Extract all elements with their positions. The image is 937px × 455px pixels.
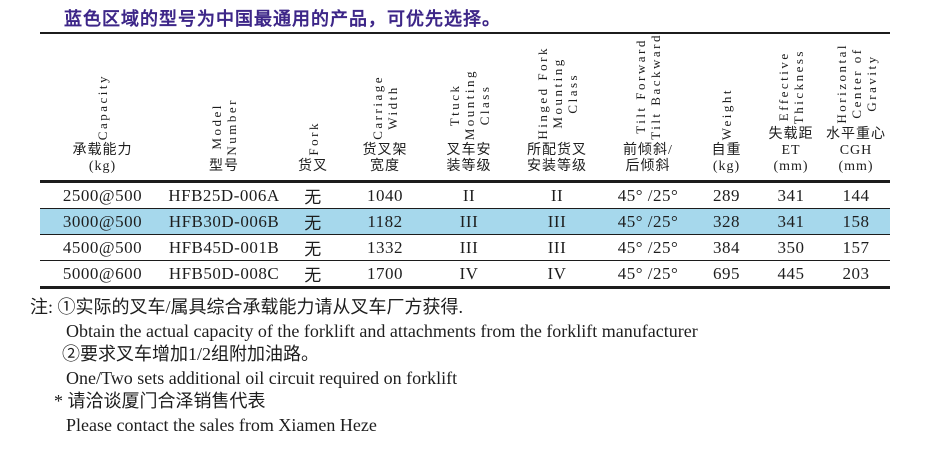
cell-hinged-fork-mounting-class: III bbox=[547, 237, 567, 257]
col-header-carriage-width-en: Carriage Width bbox=[370, 75, 400, 140]
col-header-truck-mounting-class-cn: 叉车安 装等级 bbox=[446, 143, 492, 174]
footnote-2-cn: ②要求叉车增加1/2组附加油路。 bbox=[62, 344, 319, 364]
cell-fork: 无 bbox=[304, 266, 322, 285]
col-header-weight: Weight 自重 (kg) bbox=[693, 33, 760, 182]
footnote-3-en: Please contact the sales from Xiamen Hez… bbox=[66, 414, 377, 435]
col-header-capacity-en: Capacity bbox=[95, 73, 110, 140]
cell-model-number: HFB30D-006B bbox=[168, 211, 280, 231]
cell-truck-mounting-class: III bbox=[459, 237, 479, 257]
cell-capacity: 2500@500 bbox=[62, 185, 143, 205]
col-header-capacity: Capacity 承载能力 (kg) bbox=[40, 33, 165, 182]
col-header-horizontal-center-of-gravity-cn: 水平重心 CGH (mm) bbox=[826, 127, 886, 174]
cell-fork: 无 bbox=[304, 188, 322, 207]
col-header-fork: Fork 货叉 bbox=[283, 33, 343, 182]
col-header-effective-thickness-cn: 失载距 ET (mm) bbox=[768, 127, 814, 174]
cell-fork: 无 bbox=[304, 214, 322, 233]
col-header-fork-cn: 货叉 bbox=[298, 159, 328, 174]
col-header-horizontal-center-of-gravity: Horizontal Center of Gravity 水平重心 CGH (mm) bbox=[822, 33, 890, 182]
cell-tilt: 45° /25° bbox=[617, 211, 679, 231]
spec-table: Capacity 承载能力 (kg) Model Number 型号 Fork 货叉… bbox=[40, 32, 890, 289]
cell-capacity: 3000@500 bbox=[62, 211, 143, 231]
cell-model-number: HFB25D-006A bbox=[168, 185, 280, 205]
footnote-1-cn: 注: ①实际的叉车/属具综合承载能力请从叉车厂方获得. bbox=[30, 297, 463, 317]
cell-hinged-fork-mounting-class: III bbox=[547, 211, 567, 231]
cell-carriage-width: 1182 bbox=[367, 211, 403, 231]
page-title: 蓝色区域的型号为中国最通用的产品，可优先选择。 bbox=[64, 9, 501, 29]
table-row: 4500@500 HFB45D-001B 无 1332 III III 45° … bbox=[40, 234, 890, 261]
cell-fork: 无 bbox=[304, 240, 322, 259]
col-header-carriage-width-cn: 货叉架 宽度 bbox=[362, 143, 408, 174]
cell-horizontal-center-of-gravity: 158 bbox=[842, 211, 870, 231]
col-header-hinged-fork-mounting-class-cn: 所配货叉 安装等级 bbox=[527, 143, 587, 174]
col-header-tilt: Tilt Forward Tilt Backward 前倾斜/后倾斜 bbox=[603, 33, 693, 182]
cell-weight: 289 bbox=[713, 185, 740, 205]
col-header-effective-thickness: Effective Thickness 失载距 ET (mm) bbox=[760, 33, 822, 182]
cell-effective-thickness: 445 bbox=[777, 263, 805, 283]
col-header-hinged-fork-mounting-class: Hinged Fork Mounting Class 所配货叉 安装等级 bbox=[511, 33, 603, 182]
cell-hinged-fork-mounting-class: IV bbox=[547, 263, 567, 283]
cell-weight: 328 bbox=[713, 211, 740, 231]
cell-tilt: 45° /25° bbox=[617, 237, 679, 257]
col-header-tilt-cn: 前倾斜/后倾斜 bbox=[623, 143, 673, 174]
col-header-model-number-en: Model Number bbox=[209, 98, 239, 156]
cell-capacity: 5000@600 bbox=[62, 263, 143, 283]
col-header-horizontal-center-of-gravity-en: Horizontal Center of Gravity bbox=[833, 43, 879, 124]
cell-carriage-width: 1700 bbox=[367, 263, 403, 283]
footnote-3-cn: * 请洽谈厦门合泽销售代表 bbox=[54, 391, 266, 411]
footnotes: 注: ①实际的叉车/属具综合承载能力请从叉车厂方获得. Obtain the a… bbox=[0, 296, 937, 437]
cell-effective-thickness: 350 bbox=[777, 237, 805, 257]
cell-truck-mounting-class: II bbox=[462, 185, 476, 205]
footnote-2-en: One/Two sets additional oil circuit requ… bbox=[66, 367, 458, 388]
col-header-truck-mounting-class: Ttuck Mounting Class 叉车安 装等级 bbox=[427, 33, 511, 182]
cell-carriage-width: 1040 bbox=[367, 185, 403, 205]
table-header: Capacity 承载能力 (kg) Model Number 型号 Fork 货叉… bbox=[40, 33, 890, 182]
col-header-model-number: Model Number 型号 bbox=[165, 33, 283, 182]
footnote-1-en: Obtain the actual capacity of the forkli… bbox=[66, 320, 698, 341]
col-header-weight-cn: 自重 (kg) bbox=[711, 143, 742, 174]
cell-carriage-width: 1332 bbox=[367, 237, 403, 257]
table-row: 2500@500 HFB25D-006A 无 1040 II II 45° /2… bbox=[40, 182, 890, 209]
col-header-capacity-cn: 承载能力 (kg) bbox=[72, 143, 133, 174]
table-row: 5000@600 HFB50D-008C 无 1700 IV IV 45° /2… bbox=[40, 260, 890, 288]
cell-capacity: 4500@500 bbox=[62, 237, 143, 257]
col-header-effective-thickness-en: Effective Thickness bbox=[776, 48, 806, 124]
cell-tilt: 45° /25° bbox=[617, 263, 679, 283]
cell-weight: 384 bbox=[713, 237, 740, 257]
col-header-truck-mounting-class-en: Ttuck Mounting Class bbox=[446, 68, 492, 140]
cell-horizontal-center-of-gravity: 157 bbox=[842, 237, 870, 257]
cell-hinged-fork-mounting-class: II bbox=[550, 185, 564, 205]
col-header-hinged-fork-mounting-class-en: Hinged Fork Mounting Class bbox=[534, 46, 580, 140]
cell-horizontal-center-of-gravity: 203 bbox=[842, 263, 870, 283]
col-header-model-number-cn: 型号 bbox=[209, 159, 239, 174]
col-header-fork-en: Fork bbox=[305, 121, 321, 156]
cell-model-number: HFB45D-001B bbox=[168, 237, 280, 257]
col-header-tilt-en: Tilt Forward Tilt Backward bbox=[633, 33, 663, 140]
cell-truck-mounting-class: III bbox=[459, 211, 479, 231]
cell-horizontal-center-of-gravity: 144 bbox=[842, 185, 870, 205]
col-header-carriage-width: Carriage Width 货叉架 宽度 bbox=[343, 33, 427, 182]
cell-tilt: 45° /25° bbox=[617, 185, 679, 205]
cell-model-number: HFB50D-008C bbox=[168, 263, 280, 283]
cell-truck-mounting-class: IV bbox=[459, 263, 479, 283]
cell-weight: 695 bbox=[713, 263, 740, 283]
table-row-highlighted: 3000@500 HFB30D-006B 无 1182 III III 45° … bbox=[40, 208, 890, 235]
col-header-weight-en: Weight bbox=[719, 87, 734, 140]
cell-effective-thickness: 341 bbox=[777, 211, 805, 231]
cell-effective-thickness: 341 bbox=[777, 185, 805, 205]
